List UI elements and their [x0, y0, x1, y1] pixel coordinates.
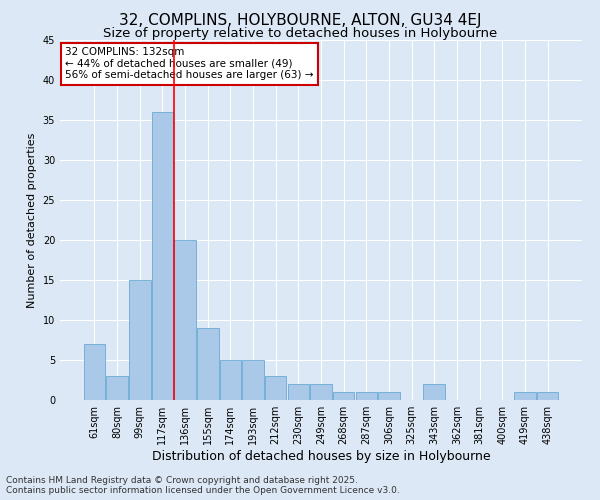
Bar [242, 360, 264, 400]
Bar [84, 344, 105, 400]
Bar [333, 392, 355, 400]
Text: 32, COMPLINS, HOLYBOURNE, ALTON, GU34 4EJ: 32, COMPLINS, HOLYBOURNE, ALTON, GU34 4E… [119, 12, 481, 28]
Bar [265, 376, 286, 400]
Bar [220, 360, 241, 400]
Y-axis label: Number of detached properties: Number of detached properties [27, 132, 37, 308]
Bar [378, 392, 400, 400]
Bar [129, 280, 151, 400]
Bar [197, 328, 218, 400]
Bar [106, 376, 128, 400]
Bar [287, 384, 309, 400]
Bar [175, 240, 196, 400]
Text: Contains HM Land Registry data © Crown copyright and database right 2025.
Contai: Contains HM Land Registry data © Crown c… [6, 476, 400, 495]
Bar [514, 392, 536, 400]
Bar [310, 384, 332, 400]
Text: 32 COMPLINS: 132sqm
← 44% of detached houses are smaller (49)
56% of semi-detach: 32 COMPLINS: 132sqm ← 44% of detached ho… [65, 47, 314, 80]
Bar [152, 112, 173, 400]
Bar [356, 392, 377, 400]
Bar [537, 392, 558, 400]
Bar [424, 384, 445, 400]
Text: Size of property relative to detached houses in Holybourne: Size of property relative to detached ho… [103, 28, 497, 40]
X-axis label: Distribution of detached houses by size in Holybourne: Distribution of detached houses by size … [152, 450, 490, 463]
